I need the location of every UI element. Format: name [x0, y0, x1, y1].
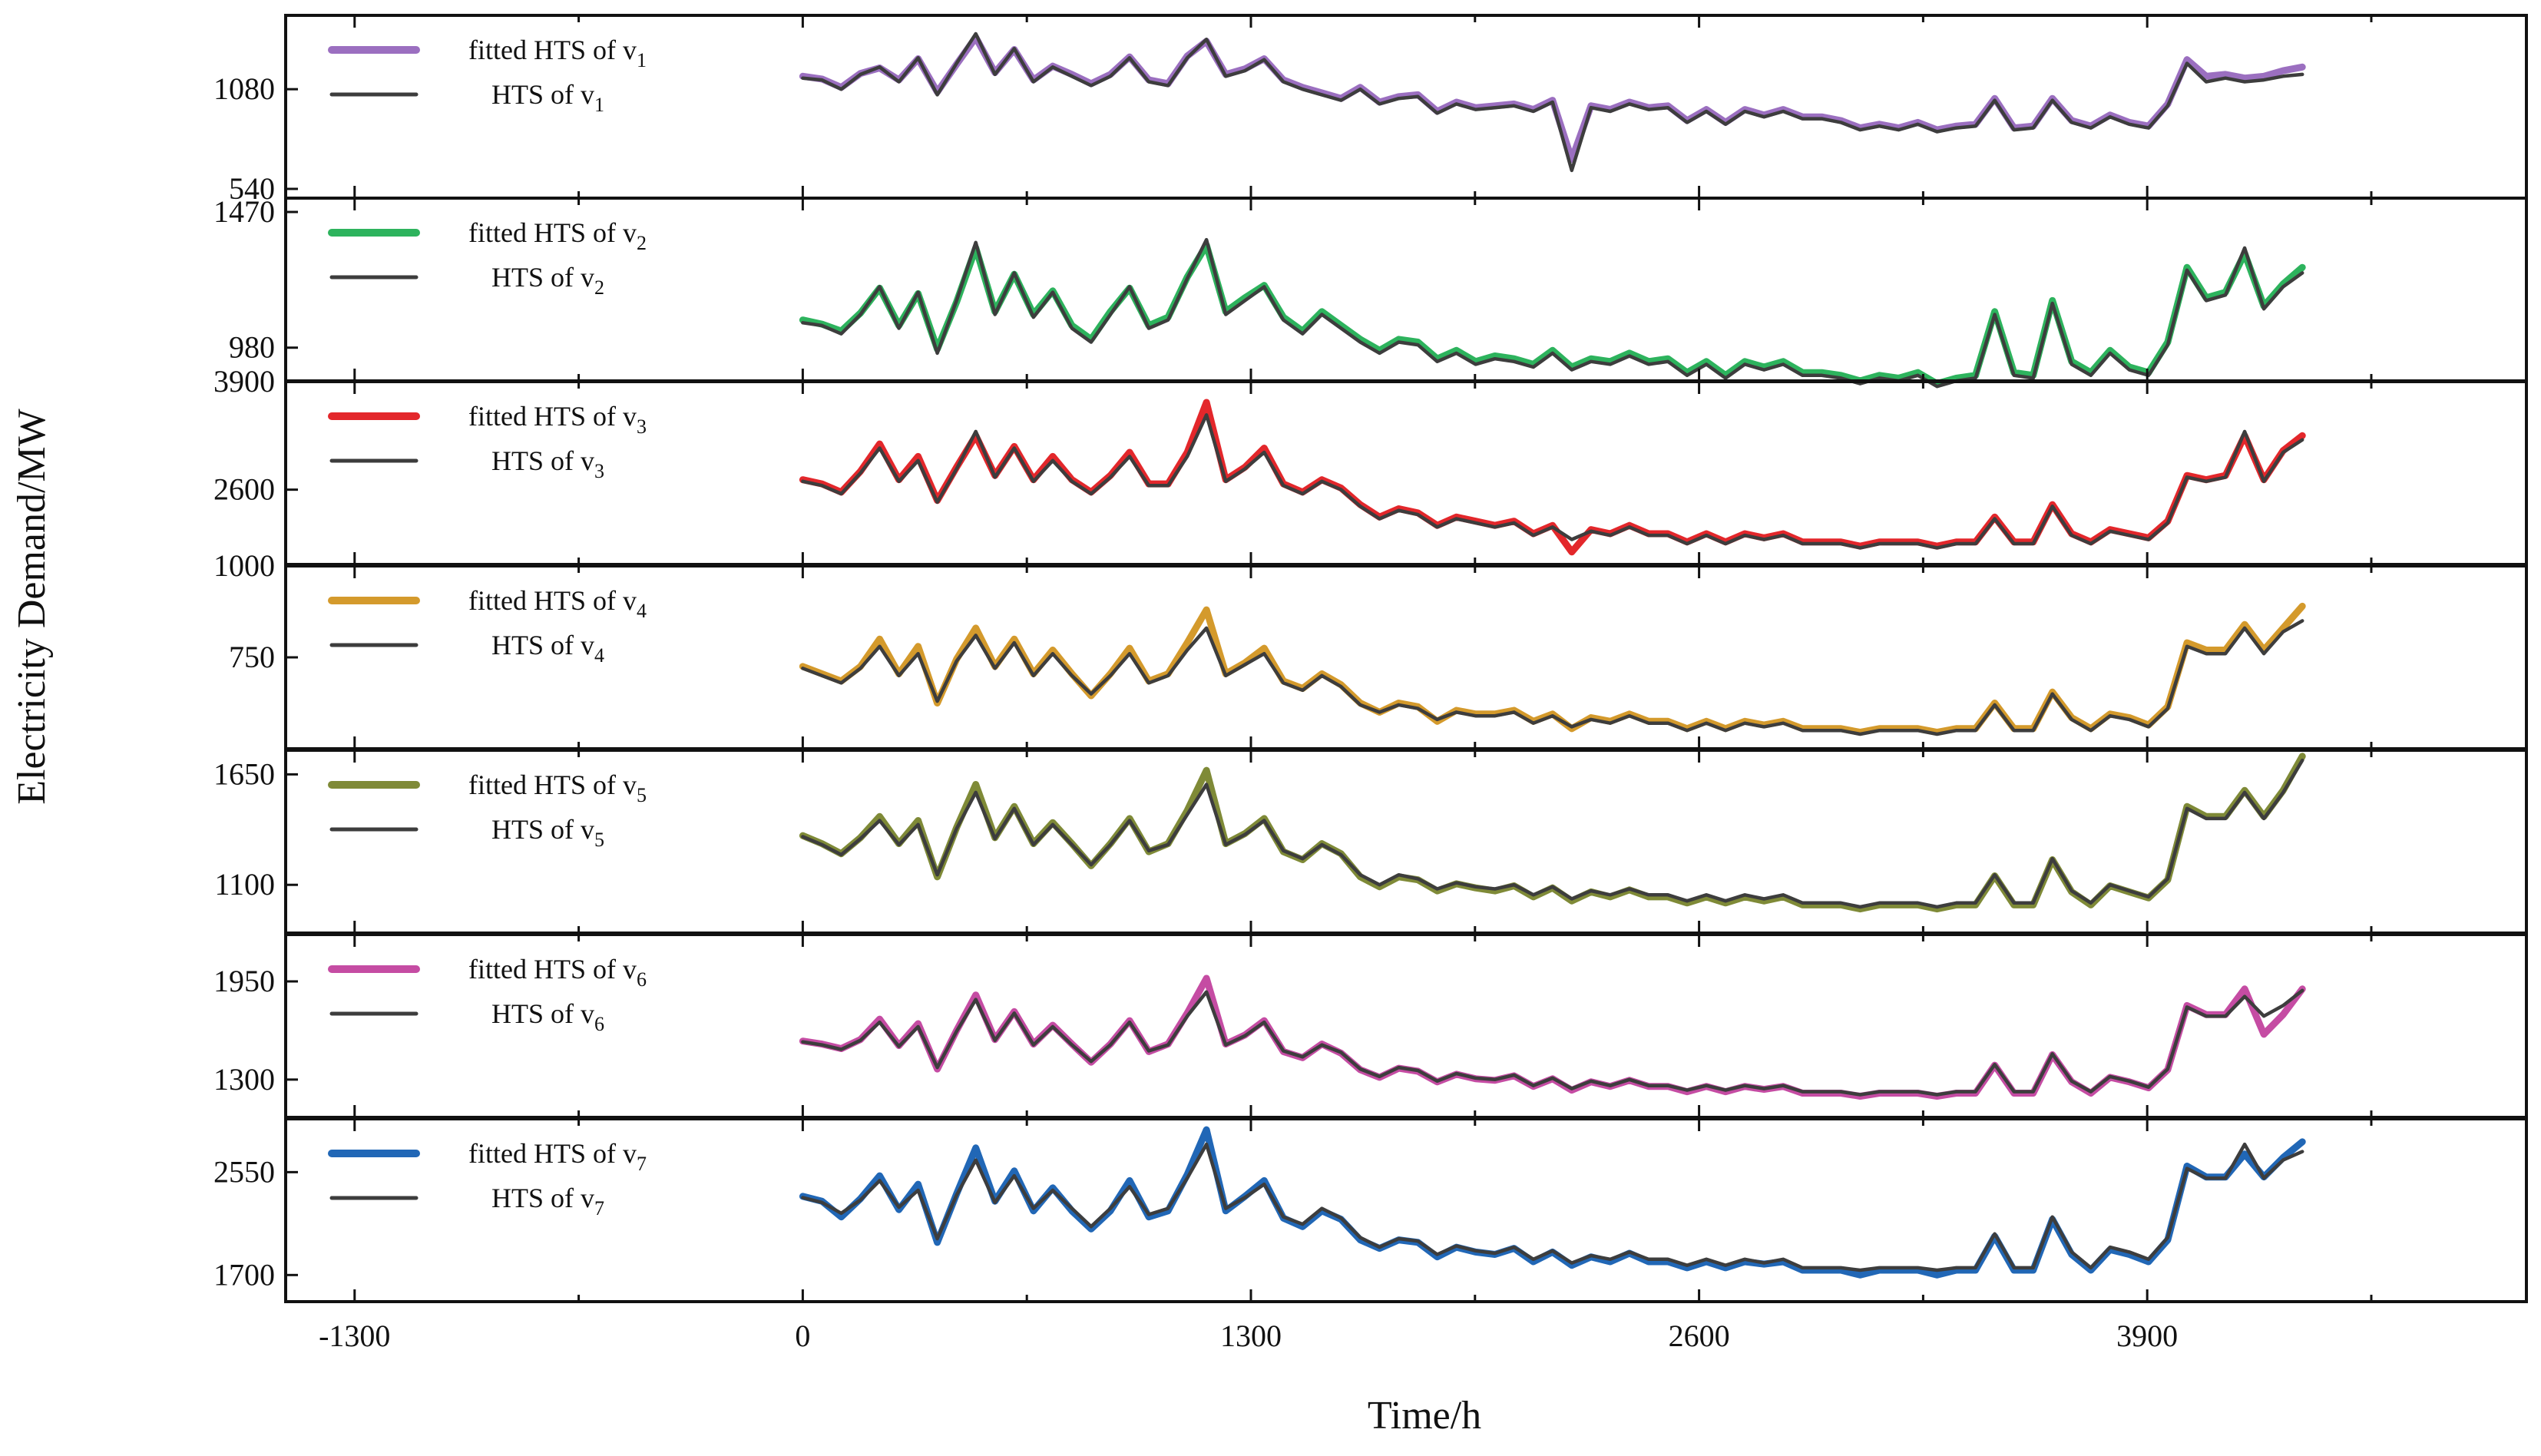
legend-v3: fitted HTS of v3 HTS of v3: [328, 401, 647, 482]
y-tick-label-v3-1: 3900: [213, 364, 275, 399]
x-tick-label-1: 0: [795, 1319, 810, 1353]
series-actual-v2: [801, 237, 2304, 389]
x-tick-label-2: 1300: [1220, 1319, 1282, 1353]
legend-v7: fitted HTS of v7 HTS of v7: [328, 1138, 647, 1219]
y-tick-label-v1-1: 1080: [213, 71, 275, 106]
y-tick-label-v5-1: 1650: [213, 756, 275, 791]
x-tick-label-4: 3900: [2116, 1319, 2178, 1353]
y-tick-label-v6-0: 1300: [213, 1062, 275, 1097]
legend-v4: fitted HTS of v4 HTS of v4: [328, 585, 647, 667]
panel-v7: 1700 2550 fitted HTS of v7 HTS of v7: [213, 1117, 2528, 1303]
y-tick-label-v4-1: 1000: [213, 548, 275, 583]
x-tick-label-3: 2600: [1669, 1319, 1730, 1353]
series-actual-v4: [801, 619, 2304, 736]
series-actual-v7: [801, 1142, 2304, 1272]
series-fitted-v4: [799, 602, 2306, 736]
legend-v6: fitted HTS of v6 HTS of v6: [328, 954, 647, 1035]
y-tick-label-v7-0: 1700: [213, 1257, 275, 1292]
legend-label-actual-v7: HTS of v7: [491, 1183, 604, 1219]
legend-label-fitted-v4: fitted HTS of v4: [468, 585, 647, 622]
panels: 540 1080 fitted HTS of v1 HTS of v1 980 1470 f…: [213, 14, 2528, 1303]
legend-label-fitted-v1: fitted HTS of v1: [468, 35, 647, 71]
legend-v5: fitted HTS of v5 HTS of v5: [328, 769, 647, 851]
legend-label-actual-v1: HTS of v1: [491, 79, 604, 116]
legend-label-actual-v4: HTS of v4: [491, 630, 604, 667]
y-tick-label-v4-0: 750: [229, 640, 275, 674]
series-actual-v5: [801, 758, 2304, 909]
y-axis-title: Electricity Demand/MW: [10, 409, 54, 804]
legend-label-fitted-v3: fitted HTS of v3: [468, 401, 647, 438]
panel-v6: 1300 1950 fitted HTS of v6 HTS of v6: [213, 933, 2528, 1119]
legend-label-fitted-v2: fitted HTS of v2: [468, 217, 647, 254]
legend-label-actual-v6: HTS of v6: [491, 998, 604, 1035]
series-actual-v3: [801, 413, 2304, 550]
panel-v3: 2600 3900 fitted HTS of v3 HTS of v3: [213, 364, 2528, 566]
panel-v4: 750 1000 fitted HTS of v4 HTS of v4: [213, 548, 2528, 750]
legend-label-actual-v2: HTS of v2: [491, 262, 604, 299]
panel-frame-v7: [284, 1117, 2528, 1303]
legend-label-fitted-v5: fitted HTS of v5: [468, 769, 647, 806]
y-tick-label-v2-0: 980: [229, 330, 275, 365]
x-axis: -1300 0 1300 2600 3900: [319, 1319, 2178, 1353]
y-tick-label-v2-1: 1470: [213, 194, 275, 229]
legend-label-actual-v5: HTS of v5: [491, 814, 604, 851]
legend-v1: fitted HTS of v1 HTS of v1: [328, 35, 647, 116]
y-tick-label-v5-0: 1100: [214, 867, 275, 902]
series-actual-v1: [801, 31, 2304, 173]
y-tick-label-v1-0: 540: [229, 171, 275, 206]
legend-label-fitted-v7: fitted HTS of v7: [468, 1138, 647, 1175]
x-tick-label-0: -1300: [319, 1319, 390, 1353]
y-tick-label-v6-1: 1950: [213, 964, 275, 998]
legend-v2: fitted HTS of v2 HTS of v2: [328, 217, 647, 299]
series-actual-v6: [801, 988, 2304, 1097]
y-tick-label-v7-1: 2550: [213, 1154, 275, 1189]
x-axis-title: Time/h: [1368, 1394, 1481, 1438]
y-tick-label-v3-0: 2600: [213, 472, 275, 507]
legend-label-actual-v3: HTS of v3: [491, 445, 604, 482]
legend-label-fitted-v6: fitted HTS of v6: [468, 954, 647, 991]
